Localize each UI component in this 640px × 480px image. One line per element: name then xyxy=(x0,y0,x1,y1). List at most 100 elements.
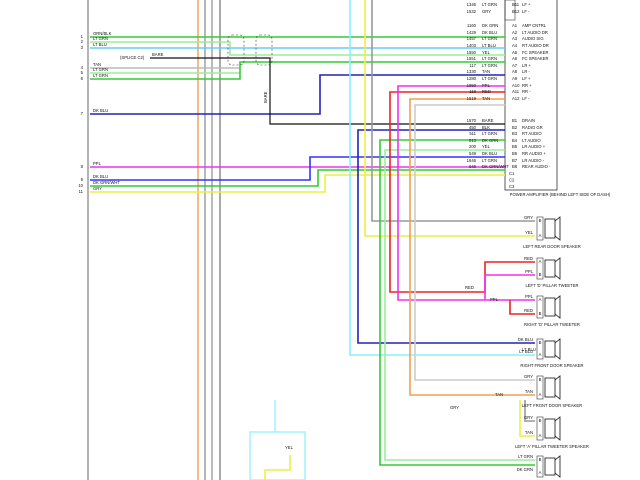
wire-color: YEL xyxy=(482,144,491,149)
pin-id: B11 xyxy=(512,2,520,7)
wire-color: PPL xyxy=(525,269,534,274)
wire-color: DK GRN/WHT xyxy=(93,180,120,185)
wire-color: DK BLU xyxy=(93,108,108,113)
pin-id: A xyxy=(539,433,542,438)
circuit-number: 1950 xyxy=(467,83,477,88)
wire xyxy=(409,98,535,396)
twisted-pair xyxy=(255,34,273,66)
pin-id: A8 xyxy=(512,69,518,74)
pin-function: LR + xyxy=(522,63,532,68)
wire-color: LT GRN xyxy=(482,131,497,136)
wire-color: LT BLU xyxy=(93,42,107,47)
pin-id: B8 xyxy=(512,164,518,169)
wire xyxy=(519,400,535,437)
pin-number: 5 xyxy=(81,70,84,75)
wire-color: PPL xyxy=(525,294,534,299)
wire-color: DK GRN xyxy=(517,467,533,472)
wire xyxy=(384,149,535,461)
wire-color: GRY xyxy=(524,215,533,220)
wire xyxy=(349,0,535,356)
speaker-name: RIGHT 'D' PILLAR TWEETER xyxy=(524,322,580,327)
pin-function: LT AUDIO xyxy=(522,138,541,143)
speaker xyxy=(544,297,556,317)
speaker-connector xyxy=(536,295,544,319)
pin-id: A xyxy=(539,392,542,397)
wire-loop xyxy=(249,431,306,480)
speaker xyxy=(544,218,556,239)
wire xyxy=(397,85,535,301)
pin-function: RADIO GR xyxy=(522,125,543,130)
wire xyxy=(357,129,535,344)
pin-id: A6 xyxy=(512,56,518,61)
shield-label: BARE xyxy=(152,52,164,57)
wire-color: GRY xyxy=(524,374,533,379)
wire-color: LT GRN xyxy=(518,454,533,459)
wire-color: PPL xyxy=(482,83,491,88)
wire-color: DK BLU xyxy=(482,30,497,35)
pin-id: B xyxy=(539,311,542,316)
circuit-number: 646 xyxy=(469,164,477,169)
wire-color: RED xyxy=(482,89,491,94)
wire-color: TAN xyxy=(525,389,533,394)
amplifier-connector xyxy=(504,0,516,21)
wire-color: TAN xyxy=(482,69,490,74)
pin-number: 2 xyxy=(81,39,84,44)
wire-color: TAN xyxy=(93,62,101,67)
pin-id: A xyxy=(539,233,542,238)
pin-function: LT AUDIO DR xyxy=(522,30,548,35)
wire-color: BLK xyxy=(482,125,490,130)
amplifier-box xyxy=(504,0,558,191)
pin-id: A11 xyxy=(512,89,520,94)
wire-color: DK BLU xyxy=(93,174,108,179)
shield-label: BARE xyxy=(263,91,268,103)
wire-color: LT GRN xyxy=(482,63,497,68)
speaker-cone xyxy=(554,375,561,400)
wire-color: YEL xyxy=(482,50,491,55)
pin-id: B7 xyxy=(512,158,518,163)
pin-id: A7 xyxy=(512,63,518,68)
speaker-cone xyxy=(554,216,561,241)
circuit-number: 1570 xyxy=(467,118,477,123)
pin-function: AMP CNTRL xyxy=(522,23,547,28)
speaker-name: LEFT REAR DOOR SPEAKER xyxy=(523,244,581,249)
speaker-name: LEFT 'A' PILLAR TWEETER SPEAKER xyxy=(515,444,589,449)
circuit-number: 1551 xyxy=(467,56,477,61)
speaker-cone xyxy=(554,338,561,360)
wire xyxy=(414,104,535,381)
speaker-connector xyxy=(536,416,544,441)
wire-color: LT GRN xyxy=(482,36,497,41)
pin-id: A xyxy=(539,297,542,302)
wire-color: DK GRN xyxy=(482,138,498,143)
pin-number: 3 xyxy=(81,45,84,50)
pin-function: LR - xyxy=(522,69,531,74)
splice-wire-label: YEL xyxy=(285,445,294,450)
circuit-number: 1346 xyxy=(467,2,477,7)
wire-color: BARE xyxy=(482,118,494,123)
wire xyxy=(509,300,535,315)
wire-color: YEL xyxy=(525,230,534,235)
circuit-number: 1403 xyxy=(467,43,477,48)
pin-function: RR + xyxy=(522,83,532,88)
pin-number: 6 xyxy=(81,76,84,81)
pin-function: AUDIO SIG xyxy=(522,36,544,41)
pin-id: B xyxy=(539,272,542,277)
pin-id: B xyxy=(539,377,542,382)
wire-color: LT GRN xyxy=(482,56,497,61)
pin-function: FC SPEAKER xyxy=(522,56,549,61)
pin-function: LF - xyxy=(522,96,530,101)
pin-id: B1 xyxy=(512,118,518,123)
wire-color: LT GRN xyxy=(93,36,108,41)
amplifier-title: POWER AMPLIFIER (BEHIND LEFT SIDE OF DAS… xyxy=(510,192,611,197)
speaker-connector xyxy=(536,257,544,280)
speaker-cone xyxy=(554,455,561,478)
pin-id: A12 xyxy=(512,96,520,101)
speaker-connector xyxy=(536,455,544,478)
speaker-name: LEFT FRONT DOOR SPEAKER xyxy=(522,403,582,408)
wire xyxy=(389,91,535,293)
wire-color: PPL xyxy=(93,161,102,166)
pin-id: A xyxy=(539,352,542,357)
pin-id: B xyxy=(539,457,542,462)
pin-id: A1 xyxy=(512,23,518,28)
pin-id: A xyxy=(539,470,542,475)
wire-color: ORN/BLK xyxy=(93,31,112,36)
